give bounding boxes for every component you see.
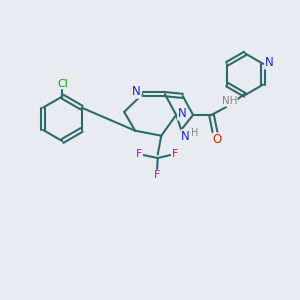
Text: N: N — [181, 130, 190, 143]
Text: Cl: Cl — [57, 79, 68, 89]
Text: N: N — [265, 56, 273, 69]
Text: NH: NH — [222, 96, 237, 106]
Text: N: N — [178, 107, 187, 120]
Text: F: F — [154, 170, 160, 180]
Text: H: H — [191, 128, 198, 138]
Text: F: F — [136, 149, 142, 160]
Text: O: O — [213, 133, 222, 146]
Text: N: N — [132, 85, 141, 98]
Text: F: F — [172, 149, 178, 160]
